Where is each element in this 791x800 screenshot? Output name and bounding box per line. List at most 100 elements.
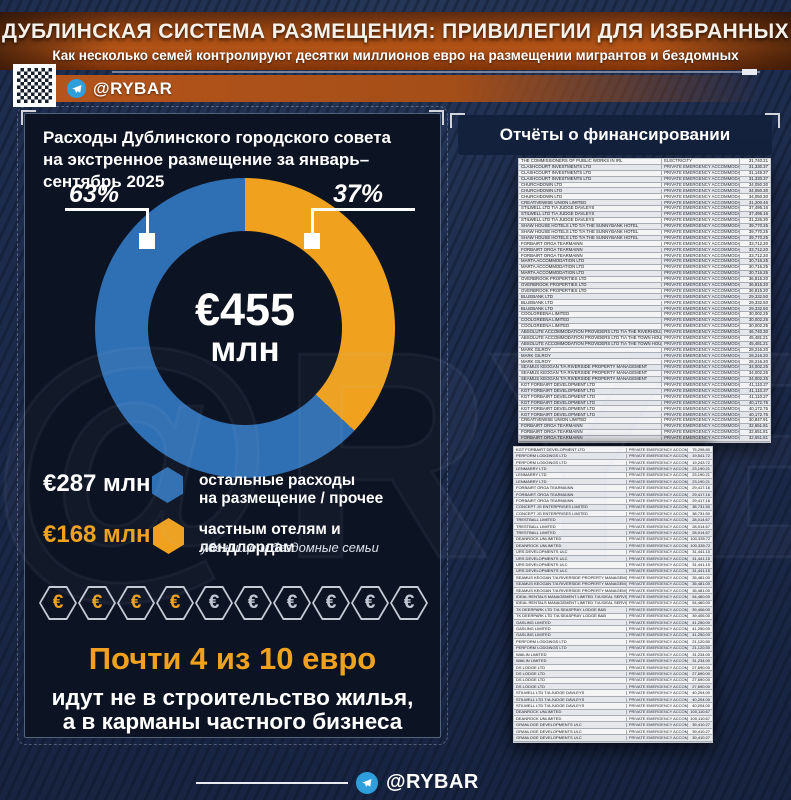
legend-label-line2: на размещение / прочее — [199, 490, 384, 508]
funding-table-row: FORBAIRT ÓRGA TEARMAINN PRIVATE EMERGENCY… — [519, 253, 770, 260]
legend-label-hotels: частным отелям и лендлордам — [199, 521, 341, 557]
euro-coin-icon: € — [117, 586, 155, 620]
funding-table-row: THE COMMISSIONERS OF PUBLIC WORKS IN IRL… — [519, 159, 770, 165]
legend-label-other: остальные расходы на размещение / прочее — [199, 472, 383, 509]
funding-table-row: KGT FORBAIRT DEVELOPMENT LTD PRIVATE EMER… — [519, 412, 770, 419]
funding-table-row: DEANROCK UNLIMITED PRIVATE EMERGENCY ACCO… — [514, 716, 712, 723]
donut-total-value: €455 — [194, 284, 296, 336]
funding-table-row: GRANLOGE DEVELOPMENTS ULC PRIVATE EMERGEN… — [514, 722, 712, 729]
funding-table-row: FORBAIRT ÓRGA TEARMAINN PRIVATE EMERGENCY… — [514, 491, 712, 499]
funding-table-row: CLASHCOURT INVESTMENTS LTD PRIVATE EMERGE… — [519, 164, 770, 171]
funding-table-row: MARTA ACCOMMODATION LTD PRIVATE EMERGENCY… — [519, 270, 770, 277]
chart-title-line2: на экстренное размещение за январь–сентя… — [43, 149, 370, 191]
funding-table-row: STILWELL LTD T/A JUDGE DAVLEYS PRIVATE EM… — [519, 212, 770, 218]
funding-table-row: KGT FORBAIRT DEVELOPMENT LTD PRIVATE EMER… — [519, 382, 770, 389]
funding-table-row: MARTA ACCOMMODATION LTD PRIVATE EMERGENCY… — [519, 259, 770, 266]
funding-table-row: TRESTBALL LIMITED PRIVATE EMERGENCY ACCOM… — [514, 530, 712, 537]
funding-table-row: COOLGREENA LIMITED PRIVATE EMERGENCY ACCO… — [519, 318, 770, 324]
funding-table-row: COOLGREENA LIMITED PRIVATE EMERGENCY ACCO… — [519, 312, 770, 319]
funding-table-row: KGT FORBAIRT DEVELOPMENT LTD PRIVATE EMER… — [519, 388, 770, 395]
legend-hexagon-orange-icon — [153, 518, 184, 554]
callout-line — [65, 208, 149, 211]
legend-amount-other: €287 млн — [43, 470, 151, 497]
legend-hexagon-blue-icon — [152, 467, 183, 503]
corner-bracket-icon — [765, 113, 780, 128]
funding-table-row: KGT FORBAIRT DEVELOPMENT LTD PRIVATE EMER… — [519, 394, 770, 401]
funding-table-row: BLUEBANK LTD PRIVATE EMERGENCY ACCOMMODAT… — [519, 294, 770, 301]
funding-table-row: FORBAIRT ÓRGA TEARMAINN PRIVATE EMERGENCY… — [514, 485, 712, 492]
footer-channel-handle[interactable]: @RYBAR — [386, 771, 479, 793]
euro-coin-icon: € — [78, 586, 116, 620]
page-title: ДУБЛИНСКАЯ СИСТЕМА РАЗМЕЩЕНИЯ: ПРИВИЛЕГИ… — [1, 20, 790, 43]
funding-table-row: KGT FORBAIRT DEVELOPMENT LTD PRIVATE EMER… — [514, 447, 712, 454]
funding-table-row: COOLGREENA LIMITED PRIVATE EMERGENCY ACCO… — [519, 323, 770, 330]
corner-bracket-icon — [21, 110, 36, 125]
donut-ring: €455 млн — [95, 178, 395, 478]
funding-table-row: OVERBROOK PROPERTIES LTD PRIVATE EMERGENC… — [519, 288, 770, 295]
funding-table-row: ABSOLUTE ACCOMMODATION PROVIDERS LTD T/A… — [519, 335, 770, 342]
donut-total-unit: млн — [210, 330, 280, 370]
funding-table-row: MARTA ACCOMMODATION LTD PRIVATE EMERGENCY… — [519, 265, 770, 271]
funding-table-row: CONCEPT JG ENTERPRISES LIMITED PRIVATE EM… — [514, 504, 712, 512]
funding-table-row: CHURCHDOWN LTD PRIVATE EMERGENCY ACCOMMOD… — [519, 194, 770, 201]
euro-coins-row: € € € € € € € € € € — [39, 586, 428, 620]
funding-table-row: PERFORM LODGINGS LTD PRIVATE EMERGENCY AC… — [514, 639, 712, 646]
funding-table-row: DEANROCK UNLIMITED PRIVATE EMERGENCY ACCO… — [514, 543, 712, 550]
funding-table-row: FORBAIRT ÓRGA TEARMAINN PRIVATE EMERGENCY… — [519, 247, 770, 254]
funding-table-row: BLUEBANK LTD PRIVATE EMERGENCY ACCOMMODAT… — [519, 306, 770, 313]
funding-table-row: FORBAIRT ÓRGA TEARMAINN PRIVATE EMERGENCY… — [519, 435, 770, 442]
funding-table-row: CLASHCOURT INVESTMENTS LTD PRIVATE EMERGE… — [519, 170, 770, 177]
funding-table-row: MARK GILROY PRIVATE EMERGENCY ACCOMMODAT 2… — [519, 359, 770, 366]
footer: @RYBAR — [196, 771, 479, 794]
telegram-icon — [67, 79, 86, 98]
funding-table-row: ABSOLUTE ACCOMMODATION PROVIDERS LTD T/A… — [519, 341, 770, 348]
page-subtitle: Как несколько семей контролируют десятки… — [52, 48, 739, 63]
funding-table-row: CHURCHDOWN LTD PRIVATE EMERGENCY ACCOMMOD… — [519, 182, 770, 189]
donut-center: €455 млн — [148, 231, 342, 425]
callout-marker — [139, 233, 155, 249]
qr-code — [13, 64, 56, 107]
funding-table-row: DEANROCK UNLIMITED PRIVATE EMERGENCY ACCO… — [514, 536, 712, 544]
funding-table-row: KGT FORBAIRT DEVELOPMENT LTD PRIVATE EMER… — [519, 400, 770, 407]
euro-coin-icon: € — [234, 586, 272, 620]
funding-table-row: FORBAIRT ÓRGA TEARMAINN PRIVATE EMERGENCY… — [519, 241, 770, 248]
funding-table-row: CREATIVEWISE UNION LIMITED PRIVATE EMERGE… — [519, 200, 770, 207]
legend-amount-hotels: €168 млн — [43, 521, 151, 548]
telegram-icon — [356, 771, 378, 794]
legend-label-line1: остальные расходы — [199, 472, 356, 489]
euro-coin-icon: € — [195, 586, 233, 620]
funding-table-row: DEANROCK UNLIMITED PRIVATE EMERGENCY ACCO… — [514, 709, 712, 717]
funding-table-row: SEAMUS KEOGAN T/A RIVERSIDE PROPERTY MAN… — [519, 376, 770, 383]
callout-line — [311, 208, 314, 236]
subheadline-line2: а в карманы частного бизнеса — [62, 709, 403, 734]
funding-table-row: SEAMUS KEOGAN T/A RIVERSIDE PROPERTY MAN… — [519, 371, 770, 377]
funding-table-row: URS DEVELOPMENTS ULC PRIVATE EMERGENCY AC… — [514, 568, 712, 576]
percent-label-orange: 37% — [333, 180, 384, 208]
funding-table-2: KGT FORBAIRT DEVELOPMENT LTD PRIVATE EMER… — [513, 446, 713, 743]
funding-table-row: KGT FORBAIRT DEVELOPMENT LTD PRIVATE EMER… — [519, 406, 770, 413]
channel-ribbon[interactable]: @RYBAR — [55, 75, 777, 102]
funding-table-row: TRESTBALL LIMITED PRIVATE EMERGENCY ACCOM… — [514, 517, 712, 524]
legend-sublabel-hotels: убежище и бездомные семьи — [201, 540, 379, 555]
funding-table-row: SHAW HOUSE HOTELS LTD T/A THE SUNNYBANK … — [519, 223, 770, 230]
channel-handle: @RYBAR — [93, 78, 173, 98]
funding-table-row: URS DEVELOPMENTS ULC PRIVATE EMERGENCY AC… — [514, 562, 712, 569]
euro-coin-icon: € — [312, 586, 350, 620]
callout-line — [311, 208, 415, 211]
funding-table-row: GRANLOGE DEVELOPMENTS ULC PRIVATE EMERGEN… — [514, 735, 712, 742]
funding-table-row: SHAW HOUSE HOTELS LTD T/A THE SUNNYBANK … — [519, 235, 770, 242]
headline: Почти 4 из 10 евро — [88, 641, 377, 676]
funding-table-row: STILWELL LTD T/A JUDGE DAVLEYS PRIVATE EM… — [514, 690, 712, 697]
funding-table-row: CLASHCOURT INVESTMENTS LTD PRIVATE EMERGE… — [519, 176, 770, 183]
